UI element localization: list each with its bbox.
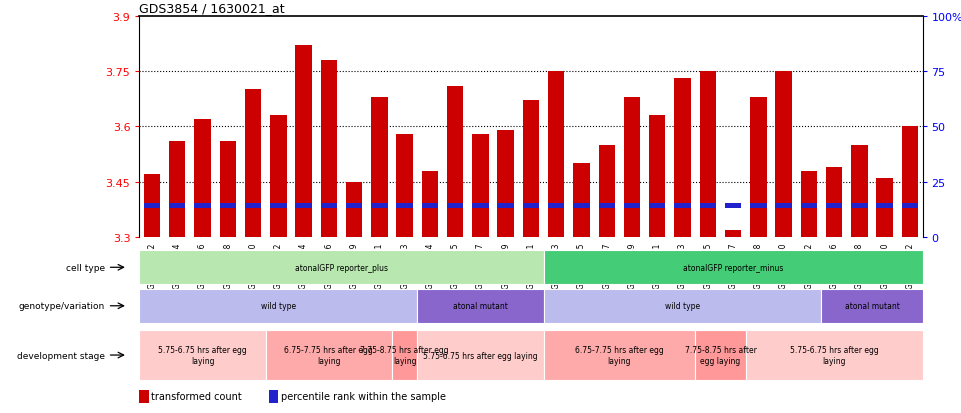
- Bar: [825, 204, 843, 208]
- Text: atonalGFP reporter_minus: atonalGFP reporter_minus: [683, 263, 783, 272]
- Bar: [219, 204, 236, 208]
- Bar: [346, 182, 362, 237]
- Bar: [295, 46, 311, 237]
- Text: atonalGFP reporter_plus: atonalGFP reporter_plus: [295, 263, 388, 272]
- Bar: [523, 204, 539, 208]
- Bar: [599, 145, 615, 237]
- Bar: [801, 204, 817, 208]
- Bar: [548, 204, 564, 208]
- Bar: [295, 204, 311, 208]
- Bar: [422, 171, 438, 237]
- Bar: [219, 142, 236, 237]
- Bar: [901, 204, 918, 208]
- Bar: [194, 204, 210, 208]
- Bar: [700, 72, 716, 237]
- Bar: [270, 116, 286, 237]
- Text: 5.75-6.75 hrs after egg
laying: 5.75-6.75 hrs after egg laying: [790, 346, 878, 365]
- Text: 7.75-8.75 hrs after egg
laying: 7.75-8.75 hrs after egg laying: [360, 346, 449, 365]
- Text: GDS3854 / 1630021_at: GDS3854 / 1630021_at: [139, 2, 285, 15]
- Text: 7.75-8.75 hrs after
egg laying: 7.75-8.75 hrs after egg laying: [684, 346, 756, 365]
- Bar: [544, 330, 695, 380]
- Bar: [371, 97, 387, 237]
- Bar: [139, 251, 544, 285]
- Text: development stage: development stage: [17, 351, 105, 360]
- Bar: [422, 204, 438, 208]
- Bar: [825, 168, 843, 237]
- Bar: [776, 72, 792, 237]
- Bar: [144, 204, 160, 208]
- Bar: [624, 204, 640, 208]
- Text: atonal mutant: atonal mutant: [453, 301, 507, 311]
- Bar: [751, 97, 767, 237]
- Bar: [321, 204, 337, 208]
- Text: percentile rank within the sample: percentile rank within the sample: [281, 392, 446, 401]
- Bar: [265, 330, 392, 380]
- Bar: [270, 204, 286, 208]
- Bar: [695, 330, 746, 380]
- Bar: [397, 204, 413, 208]
- Bar: [447, 86, 463, 237]
- Bar: [599, 204, 615, 208]
- Bar: [544, 289, 822, 323]
- Text: 5.75-6.75 hrs after egg
laying: 5.75-6.75 hrs after egg laying: [159, 346, 247, 365]
- Bar: [346, 204, 362, 208]
- Text: atonal mutant: atonal mutant: [845, 301, 899, 311]
- Bar: [574, 204, 590, 208]
- Bar: [725, 204, 741, 208]
- Bar: [392, 330, 417, 380]
- Bar: [139, 289, 417, 323]
- Bar: [544, 251, 923, 285]
- Bar: [169, 142, 185, 237]
- Bar: [574, 164, 590, 237]
- Bar: [876, 204, 893, 208]
- Text: genotype/variation: genotype/variation: [18, 301, 105, 311]
- Bar: [169, 204, 185, 208]
- Text: cell type: cell type: [65, 263, 105, 272]
- Bar: [498, 204, 514, 208]
- Bar: [751, 204, 767, 208]
- Bar: [548, 72, 564, 237]
- Bar: [725, 230, 741, 237]
- Bar: [624, 97, 640, 237]
- Bar: [472, 204, 488, 208]
- Bar: [498, 131, 514, 237]
- Bar: [194, 120, 210, 237]
- Text: transformed count: transformed count: [152, 392, 242, 401]
- Bar: [417, 330, 544, 380]
- Bar: [321, 61, 337, 237]
- Bar: [139, 330, 265, 380]
- Bar: [675, 79, 691, 237]
- Bar: [801, 171, 817, 237]
- Bar: [675, 204, 691, 208]
- Bar: [746, 330, 923, 380]
- Bar: [245, 204, 261, 208]
- Bar: [472, 134, 488, 237]
- Bar: [776, 204, 792, 208]
- Bar: [268, 390, 278, 403]
- Bar: [139, 390, 149, 403]
- Bar: [851, 204, 868, 208]
- Bar: [822, 289, 923, 323]
- Bar: [523, 101, 539, 237]
- Bar: [876, 178, 893, 237]
- Bar: [447, 204, 463, 208]
- Bar: [851, 145, 868, 237]
- Bar: [649, 116, 665, 237]
- Text: wild type: wild type: [665, 301, 701, 311]
- Text: 5.75-6.75 hrs after egg laying: 5.75-6.75 hrs after egg laying: [423, 351, 538, 360]
- Bar: [371, 204, 387, 208]
- Bar: [649, 204, 665, 208]
- Bar: [144, 175, 160, 237]
- Bar: [901, 127, 918, 237]
- Bar: [417, 289, 544, 323]
- Bar: [397, 134, 413, 237]
- Bar: [700, 204, 716, 208]
- Text: wild type: wild type: [260, 301, 296, 311]
- Text: 6.75-7.75 hrs after egg
laying: 6.75-7.75 hrs after egg laying: [575, 346, 664, 365]
- Bar: [245, 90, 261, 237]
- Text: 6.75-7.75 hrs after egg
laying: 6.75-7.75 hrs after egg laying: [284, 346, 373, 365]
